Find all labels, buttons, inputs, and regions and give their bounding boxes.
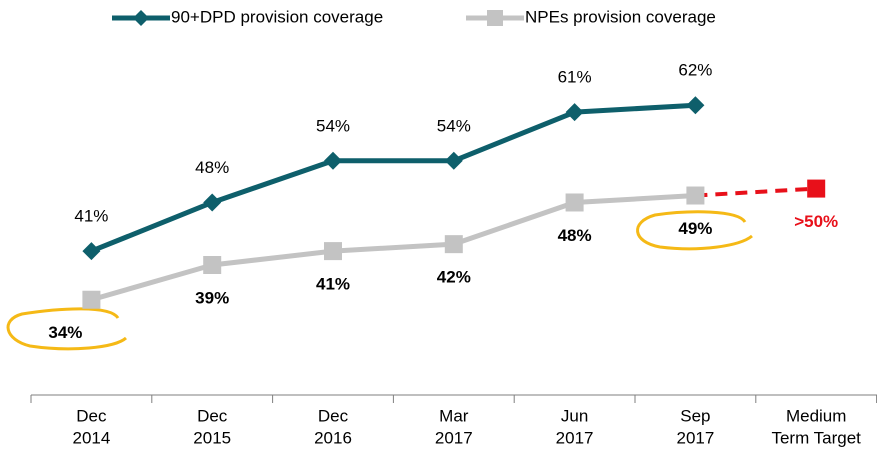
x-tick-label: Sep	[680, 406, 710, 425]
highlight-circle	[636, 210, 753, 251]
x-tick-label: Jun	[561, 406, 588, 425]
target-label: >50%	[794, 212, 838, 231]
series-line	[90, 102, 696, 254]
data-point	[565, 193, 584, 212]
data-point	[444, 151, 463, 170]
x-tick-label: 2017	[556, 428, 594, 447]
data-point	[444, 235, 463, 254]
data-label: 39%	[195, 288, 229, 307]
x-tick-label: 2014	[72, 428, 110, 447]
x-tick-label: Dec	[197, 406, 228, 425]
x-tick-label: 2016	[314, 428, 352, 447]
x-tick-label: Mar	[439, 406, 469, 425]
data-point	[565, 103, 584, 122]
annotations	[6, 210, 753, 351]
data-label: 62%	[678, 61, 712, 80]
data-label: 41%	[74, 207, 108, 226]
x-tick-label: Medium	[786, 406, 846, 425]
target-point	[807, 179, 826, 198]
data-label: 54%	[437, 116, 471, 135]
data-point	[686, 186, 705, 205]
data-label: 54%	[316, 116, 350, 135]
x-tick-label: Dec	[76, 406, 107, 425]
data-point	[324, 151, 342, 170]
data-label: 34%	[48, 323, 82, 342]
data-label: 48%	[558, 226, 592, 245]
data-label: 42%	[437, 268, 471, 287]
legend-label: 90+DPD provision coverage	[171, 7, 383, 26]
legend-label: NPEs provision coverage	[525, 7, 716, 26]
data-point	[203, 256, 222, 274]
x-tick-label: 2017	[435, 428, 473, 447]
target-line	[695, 186, 817, 198]
data-point	[686, 96, 705, 115]
highlight-circle	[6, 307, 128, 351]
x-tick-label: Dec	[318, 406, 349, 425]
data-label: 48%	[195, 158, 229, 177]
x-tick-label: 2017	[676, 428, 714, 447]
x-tick-label: Term Target	[771, 428, 861, 447]
x-tick-label: 2015	[193, 428, 231, 447]
data-label: 41%	[316, 275, 350, 294]
data-label: 61%	[558, 68, 592, 87]
series-line	[90, 193, 696, 303]
data-point	[324, 242, 342, 261]
legend-marker	[133, 10, 149, 26]
data-point	[82, 290, 101, 309]
data-point	[203, 193, 222, 212]
data-point	[82, 242, 101, 261]
data-label: 49%	[678, 219, 712, 238]
legend-marker	[487, 10, 503, 26]
